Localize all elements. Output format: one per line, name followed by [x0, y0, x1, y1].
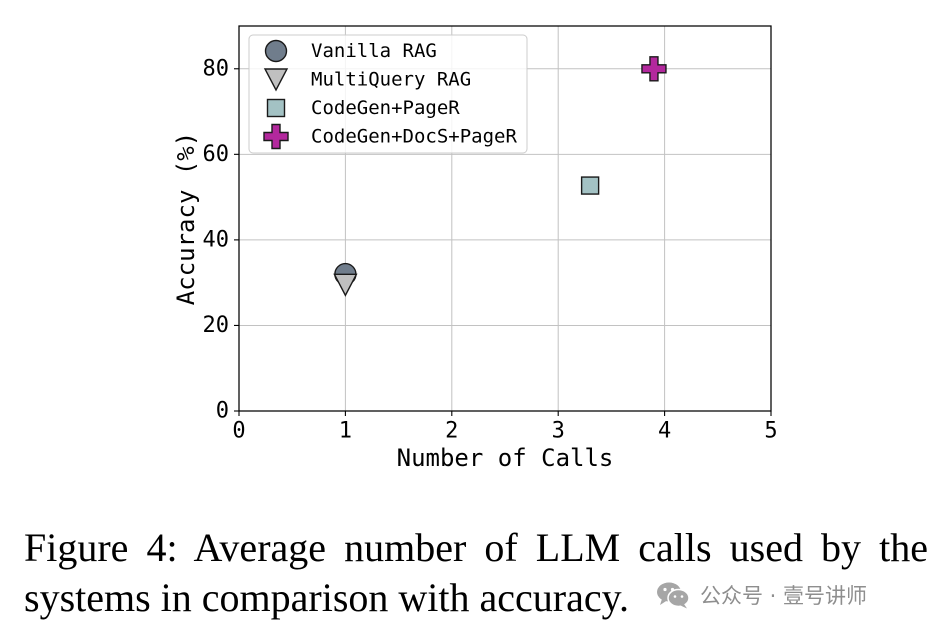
- legend-label: CodeGen+DocS+PageR: [311, 126, 517, 148]
- caption-text: Average number of LLM calls used by the …: [24, 525, 929, 620]
- x-tick-label: 5: [764, 419, 777, 444]
- x-tick-label: 0: [232, 419, 245, 444]
- figure-label: Figure 4:: [24, 525, 178, 570]
- y-tick-label: 80: [203, 56, 230, 81]
- x-tick-label: 2: [445, 419, 458, 444]
- x-tick-label: 1: [339, 419, 352, 444]
- legend-entry-multiquery-rag: MultiQuery RAG: [263, 68, 471, 92]
- legend-label: MultiQuery RAG: [311, 69, 471, 91]
- wechat-icon: [657, 582, 690, 609]
- legend-frame: [248, 34, 528, 154]
- x-tick-label: 3: [552, 419, 565, 444]
- axis-ticks: 0 1 2 3 4 5 0 20 40 60 80: [203, 56, 778, 443]
- legend-marker-codegen-pager: [266, 98, 286, 118]
- legend-entry-codegen-docs-pager: CodeGen+DocS+PageR: [263, 123, 517, 150]
- y-axis-label: Accuracy (%): [172, 132, 200, 305]
- watermark: 公众号 · 壹号讲师: [656, 581, 928, 609]
- legend-marker-codegen-docs-pager: [263, 123, 289, 150]
- y-tick-label: 20: [203, 313, 230, 338]
- scatter-chart: 0 1 2 3 4 5 0 20 40 60 80 Number of Calls Accuracy…: [172, 25, 778, 472]
- scatter-chart-svg: 0 1 2 3 4 5 0 20 40 60 80 Number of Calls Accuracy…: [172, 25, 778, 472]
- data-point-codegen-docs-pager: [641, 56, 667, 82]
- legend-entry-codegen-pager: CodeGen+PageR: [266, 97, 460, 119]
- legend: Vanilla RAG MultiQuery RAG CodeGen+PageR Co…: [248, 34, 528, 154]
- watermark-text: 公众号 · 壹号讲师: [700, 584, 868, 608]
- legend-marker-vanilla-rag: [264, 39, 288, 63]
- legend-marker-multiquery-rag: [263, 68, 289, 92]
- y-tick-label: 60: [203, 142, 230, 167]
- legend-entries: Vanilla RAG MultiQuery RAG CodeGen+PageR Co…: [263, 39, 517, 150]
- axes-frame: [238, 25, 772, 412]
- legend-label: Vanilla RAG: [311, 40, 437, 62]
- data-point-codegen-pager: [580, 176, 600, 195]
- figure-caption: Figure 4: Average number of LLM calls us…: [24, 523, 928, 623]
- x-axis-label: Number of Calls: [397, 444, 614, 472]
- y-tick-label: 40: [203, 227, 230, 252]
- data-points: [333, 56, 667, 297]
- x-tick-label: 4: [658, 419, 671, 444]
- legend-label: CodeGen+PageR: [311, 97, 460, 119]
- y-tick-label: 0: [216, 399, 229, 424]
- legend-entry-vanilla-rag: Vanilla RAG: [264, 39, 437, 63]
- data-point-multiquery-rag: [333, 273, 358, 297]
